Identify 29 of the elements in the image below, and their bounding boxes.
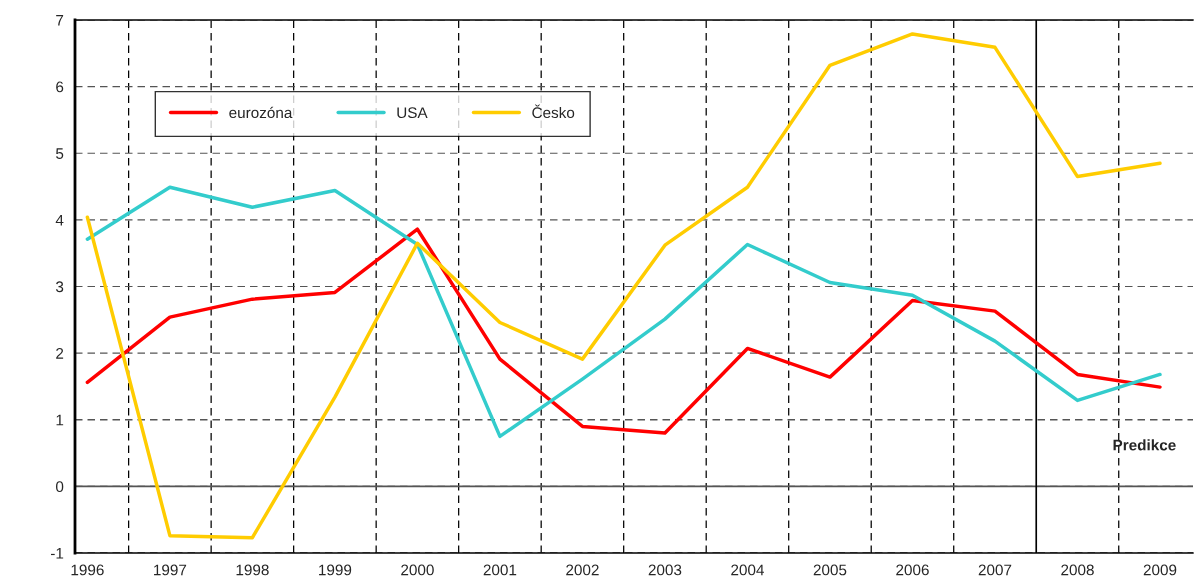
y-tick-label: 6 (56, 81, 64, 93)
x-tick-label: 2008 (1061, 564, 1094, 576)
x-tick-label: 1999 (319, 564, 352, 576)
annotation: Predikce (1113, 439, 1176, 451)
line-series (85, 227, 1162, 435)
y-tick-label: 7 (56, 15, 64, 26)
x-tick-label: 2007 (978, 564, 1012, 576)
x-tick-label: 2009 (1143, 564, 1177, 576)
y-tick-label: 0 (55, 481, 64, 493)
legend-label: eurozóna (229, 106, 293, 119)
y-tick-label: 2 (56, 347, 64, 359)
x-tick-label: 1998 (236, 564, 269, 576)
x-tick-label: 2006 (896, 564, 929, 576)
y-tick-label: 5 (56, 148, 64, 159)
x-tick-label: 2002 (566, 564, 599, 576)
x-tick-label: 1996 (71, 564, 104, 576)
y-tick-label: 1 (56, 414, 64, 426)
x-tick-label: 2004 (731, 564, 764, 576)
x-tick-label: 2001 (483, 564, 517, 576)
y-tick-label: 3 (55, 281, 64, 293)
legend-label: Česko (532, 104, 575, 119)
x-tick-label: 2005 (813, 564, 847, 576)
x-tick-label: 2000 (401, 564, 434, 576)
x-tick-label: 2003 (648, 564, 682, 576)
y-tick-label: 4 (55, 214, 64, 226)
y-tick-label: -1 (50, 548, 64, 559)
x-tick-label: 1997 (154, 564, 187, 576)
line-series (85, 185, 1162, 439)
legend-label: USA (397, 107, 428, 119)
